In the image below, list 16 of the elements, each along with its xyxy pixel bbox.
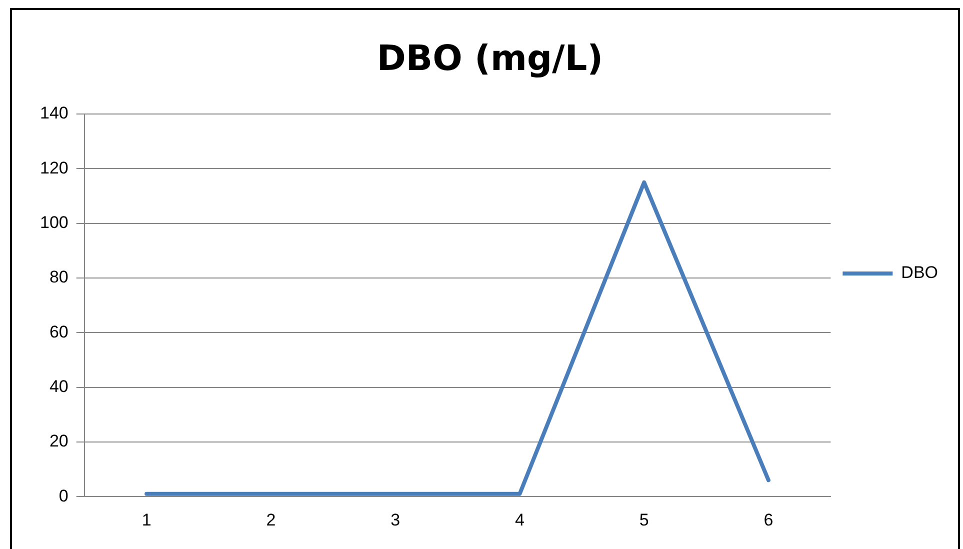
y-tick-label: 60: [49, 322, 68, 342]
y-tick-label: 80: [49, 268, 68, 287]
y-tick-label: 40: [49, 376, 68, 396]
y-tick-label: 0: [58, 486, 68, 506]
x-tick-label: 6: [764, 510, 774, 530]
y-tick-label: 120: [40, 158, 68, 178]
x-tick-label: 3: [390, 510, 400, 530]
y-tick-label: 140: [40, 104, 68, 123]
y-tick-label: 100: [40, 213, 68, 232]
x-tick-label: 4: [514, 510, 524, 530]
chart-title: DBO (mg/L): [376, 39, 604, 80]
x-tick-label: 1: [142, 510, 152, 530]
y-tick-label: 20: [49, 432, 68, 451]
x-tick-label: 2: [266, 510, 276, 530]
x-tick-label: 5: [639, 510, 649, 530]
legend-label: DBO: [901, 263, 938, 282]
